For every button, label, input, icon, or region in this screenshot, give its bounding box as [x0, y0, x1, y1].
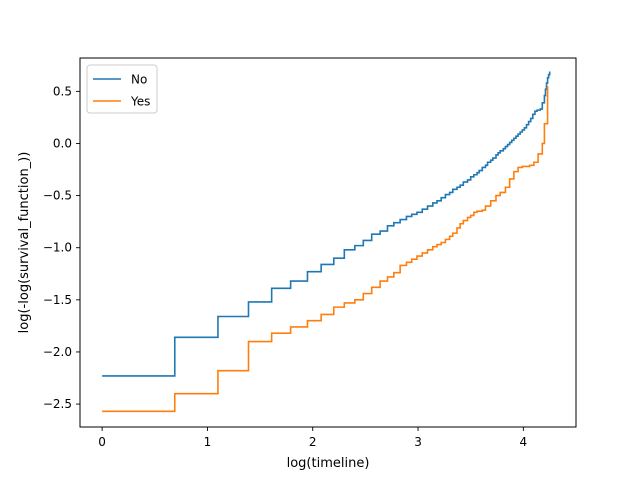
- series-layer: [102, 71, 551, 413]
- y-tick-label: −2.0: [43, 345, 72, 359]
- legend: No Yes: [86, 64, 158, 114]
- x-tick-label: 1: [204, 435, 212, 449]
- y-tick-label: −1.0: [43, 241, 72, 255]
- y-tick-label: 0.5: [53, 84, 72, 98]
- x-axis-label: log(timeline): [287, 456, 370, 471]
- x-axis-ticks: 0 1 2 3 4: [98, 427, 527, 449]
- legend-label-no: No: [131, 73, 147, 87]
- x-tick-label: 0: [98, 435, 106, 449]
- series-line-no: [102, 71, 551, 377]
- y-tick-label: 0.0: [53, 136, 72, 150]
- x-tick-label: 4: [520, 435, 528, 449]
- axes-frame: [79, 57, 577, 428]
- y-tick-label: −2.5: [43, 397, 72, 411]
- x-tick-label: 2: [309, 435, 317, 449]
- x-tick-label: 3: [414, 435, 422, 449]
- y-axis-ticks: −2.5 −2.0 −1.5 −1.0 −0.5 0.0 0.5: [43, 84, 80, 411]
- y-tick-label: −1.5: [43, 293, 72, 307]
- legend-label-yes: Yes: [130, 95, 150, 109]
- series-line-yes: [102, 86, 549, 413]
- y-axis-label: log(-log(survival_function_)): [17, 152, 32, 334]
- y-tick-label: −0.5: [43, 189, 72, 203]
